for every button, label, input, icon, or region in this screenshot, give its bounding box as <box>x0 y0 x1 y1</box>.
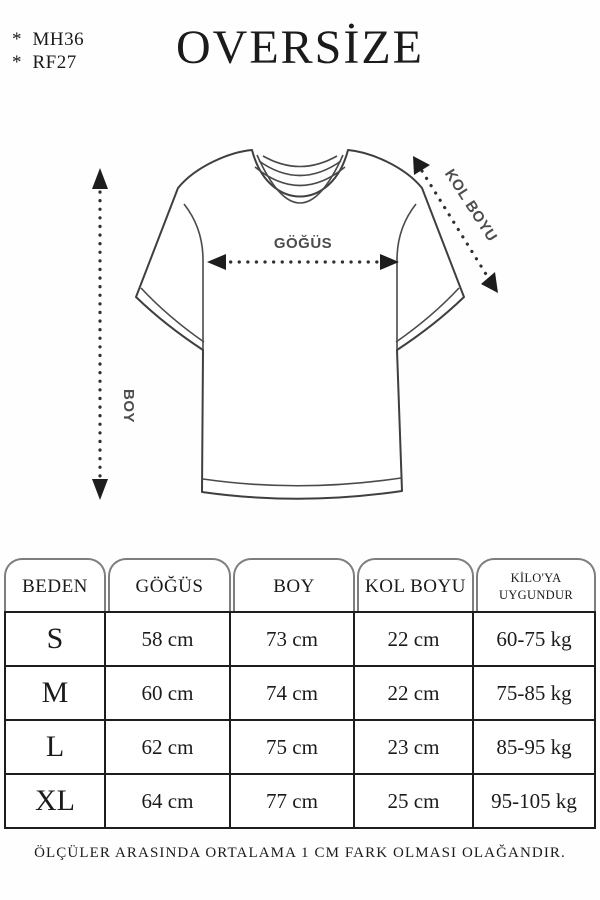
cell-weight: 60-75 kg <box>474 613 594 667</box>
chest-arrowhead-right <box>380 254 399 270</box>
left-armhole-seam <box>183 203 204 350</box>
cell-length: 73 cm <box>231 613 355 667</box>
cell-sleeve: 25 cm <box>355 775 474 827</box>
size-table-header: BEDEN GÖĞÜS BOY KOL BOYU KİLO'YA UYGUNDU… <box>4 558 596 613</box>
sleeve-arrowhead-bottom <box>481 272 498 293</box>
cell-chest: 58 cm <box>106 613 231 667</box>
header-kol-boyu: KOL BOYU <box>357 558 474 613</box>
left-cuff-line <box>140 287 205 343</box>
length-arrowhead-top <box>92 168 108 189</box>
cell-length: 74 cm <box>231 667 355 721</box>
cell-weight: 95-105 kg <box>474 775 594 827</box>
cell-weight: 85-95 kg <box>474 721 594 775</box>
sleeve-arrowhead-top <box>413 156 430 175</box>
tolerance-note: ÖLÇÜLER ARASINDA ORTALAMA 1 CM FARK OLMA… <box>34 845 566 861</box>
cell-size: M <box>6 667 106 721</box>
cell-weight: 75-85 kg <box>474 667 594 721</box>
length-label: BOY <box>120 389 137 423</box>
cell-sleeve: 22 cm <box>355 613 474 667</box>
cell-chest: 64 cm <box>106 775 231 827</box>
size-table-body: S 58 cm 73 cm 22 cm 60-75 kg M 60 cm 74 … <box>4 613 596 829</box>
chest-label: GÖĞÜS <box>274 234 332 252</box>
cell-chest: 62 cm <box>106 721 231 775</box>
collar-inner-line <box>256 154 344 204</box>
header-kiloya-uygundur: KİLO'YA UYGUNDUR <box>476 558 596 613</box>
table-header-rule <box>4 611 596 613</box>
collar-rib-line-3 <box>254 166 346 187</box>
chest-arrowhead-left <box>207 254 226 270</box>
tshirt-outline <box>135 149 465 500</box>
cell-length: 77 cm <box>231 775 355 827</box>
cell-sleeve: 22 cm <box>355 667 474 721</box>
header-beden: BEDEN <box>4 558 106 613</box>
cell-chest: 60 cm <box>106 667 231 721</box>
collar-rib-line-1 <box>262 155 338 168</box>
product-code-2: * RF27 <box>12 52 77 73</box>
collar-rib-line-2 <box>258 160 342 177</box>
header-gogus: GÖĞÜS <box>108 558 231 613</box>
cell-sleeve: 23 cm <box>355 721 474 775</box>
sleeve-label: KOL BOYU <box>441 166 500 245</box>
right-cuff-line <box>395 287 460 343</box>
product-code-1: * MH36 <box>12 29 85 50</box>
cell-size: XL <box>6 775 106 827</box>
cell-length: 75 cm <box>231 721 355 775</box>
tshirt-measurement-diagram: BOY GÖĞÜS KOL BOYU <box>92 149 500 500</box>
cell-size: S <box>6 613 106 667</box>
cell-size: L <box>6 721 106 775</box>
right-armhole-seam <box>396 203 417 350</box>
header-boy: BOY <box>233 558 355 613</box>
length-arrowhead-bottom <box>92 479 108 500</box>
hem-band-line <box>202 477 402 487</box>
page-title: OVERSİZE <box>176 21 424 74</box>
product-codes: * MH36 * RF27 <box>12 28 84 74</box>
